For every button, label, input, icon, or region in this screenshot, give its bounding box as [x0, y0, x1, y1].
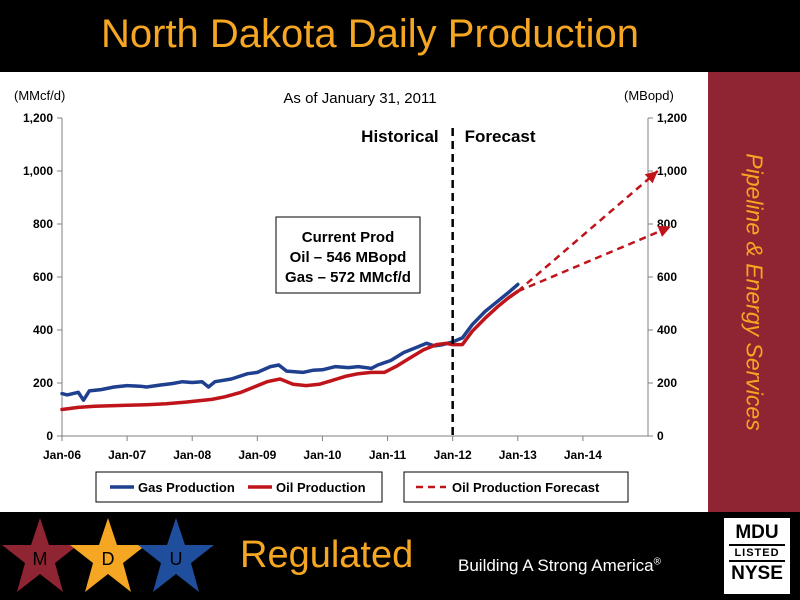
forecast-line-0	[516, 170, 659, 293]
x-tick-label: Jan-09	[238, 448, 276, 462]
star-letter: D	[102, 549, 115, 569]
nyse-listed-logo: MDU LISTED NYSE	[724, 518, 790, 594]
x-tick-label: Jan-10	[303, 448, 341, 462]
chart-series	[60, 170, 672, 412]
nyse-logo-line2: LISTED	[729, 546, 785, 562]
y-tick-label-left: 1,200	[23, 111, 53, 125]
y-axis-label-right: (MBopd)	[624, 88, 674, 103]
nyse-logo-line3: NYSE	[731, 563, 783, 584]
x-tick-label: Jan-12	[434, 448, 472, 462]
current-production-line-1: Oil – 546 MBopd	[290, 249, 407, 266]
star-shape	[138, 518, 214, 592]
x-tick-label: Jan-13	[499, 448, 537, 462]
current-production-box	[275, 216, 421, 294]
current-production-line-2: Gas – 572 MMcf/d	[285, 269, 411, 286]
star-letter: U	[170, 549, 183, 569]
y-tick-label-right: 600	[657, 270, 677, 284]
legend-box-solid	[95, 471, 383, 503]
registered-mark: ®	[653, 556, 661, 568]
legend-label-oil: Oil Production	[276, 480, 366, 495]
y-tick-label-left: 0	[46, 429, 53, 443]
forecast-arrowhead-0	[644, 171, 658, 184]
y-tick-label-right: 1,000	[657, 164, 687, 178]
y-tick-label-left: 200	[33, 376, 53, 390]
x-tick-label: Jan-06	[43, 448, 81, 462]
star-shape	[2, 518, 78, 592]
historical-label: Historical	[361, 127, 438, 146]
star-logo-u: U	[138, 518, 214, 592]
x-tick-label: Jan-07	[108, 448, 146, 462]
y-tick-label-left: 600	[33, 270, 53, 284]
y-tick-label-right: 0	[657, 429, 664, 443]
y-tick-label-right: 1,200	[657, 111, 687, 125]
x-tick-label: Jan-14	[564, 448, 602, 462]
side-banner-text: Pipeline & Energy Services	[741, 153, 768, 431]
series-line-1	[60, 289, 520, 412]
star-shape	[70, 518, 146, 592]
forecast-arrowhead-1	[657, 225, 671, 237]
y-tick-label-right: 400	[657, 323, 677, 337]
chart-subtitle: As of January 31, 2011	[283, 90, 436, 107]
tagline-text: Building A Strong America	[458, 556, 654, 575]
current-production-line-0: Current Prod	[302, 229, 395, 246]
y-tick-label-left: 1,000	[23, 164, 53, 178]
chart-legend: Gas Production Oil Production Oil Producti…	[95, 471, 629, 503]
y-axis-label-left: (MMcf/d)	[14, 88, 65, 103]
title-bar: North Dakota Daily Production	[0, 0, 800, 72]
chart-overlay: Historical Forecast Current Prod Oil – 546 …	[275, 127, 536, 436]
x-tick-label: Jan-11	[369, 448, 407, 462]
star-letter: M	[33, 549, 48, 569]
star-logo-d: D	[70, 518, 146, 592]
star-logo-m: M	[2, 518, 78, 592]
footer-bar: M D U Regulated Building A Strong Americ…	[0, 512, 800, 600]
y-tick-label-left: 800	[33, 217, 53, 231]
regulated-label: Regulated	[240, 534, 414, 576]
x-tick-label: Jan-08	[173, 448, 211, 462]
page-title: North Dakota Daily Production	[100, 12, 640, 56]
nyse-logo-line1: MDU	[729, 522, 785, 546]
forecast-label: Forecast	[465, 127, 536, 146]
tagline: Building A Strong America®	[458, 556, 661, 576]
legend-label-forecast: Oil Production Forecast	[452, 480, 600, 495]
y-tick-label-right: 200	[657, 376, 677, 390]
y-tick-label-left: 400	[33, 323, 53, 337]
forecast-line-1	[517, 225, 672, 293]
legend-label-gas: Gas Production	[138, 480, 235, 495]
side-banner: Pipeline & Energy Services	[708, 72, 800, 512]
